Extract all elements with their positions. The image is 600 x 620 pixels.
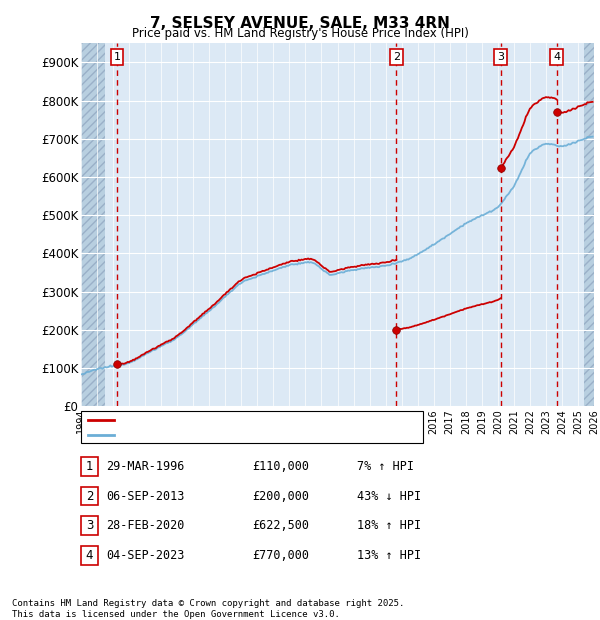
Text: £622,500: £622,500	[252, 520, 309, 532]
Text: 29-MAR-1996: 29-MAR-1996	[106, 460, 185, 472]
Text: 13% ↑ HPI: 13% ↑ HPI	[357, 549, 421, 562]
Text: 1: 1	[113, 51, 121, 62]
Text: 1: 1	[86, 460, 93, 472]
Bar	[584, 43, 594, 406]
Text: Contains HM Land Registry data © Crown copyright and database right 2025.: Contains HM Land Registry data © Crown c…	[12, 599, 404, 608]
Text: 7% ↑ HPI: 7% ↑ HPI	[357, 460, 414, 472]
Text: 43% ↓ HPI: 43% ↓ HPI	[357, 490, 421, 502]
Text: 06-SEP-2013: 06-SEP-2013	[106, 490, 185, 502]
Text: 7, SELSEY AVENUE, SALE, M33 4RN: 7, SELSEY AVENUE, SALE, M33 4RN	[150, 16, 450, 30]
Text: 4: 4	[86, 549, 93, 562]
Text: This data is licensed under the Open Government Licence v3.0.: This data is licensed under the Open Gov…	[12, 610, 340, 619]
Text: 2: 2	[393, 51, 400, 62]
Text: 3: 3	[497, 51, 504, 62]
Text: £110,000: £110,000	[252, 460, 309, 472]
Text: HPI: Average price, detached house, Trafford: HPI: Average price, detached house, Traf…	[119, 430, 363, 440]
Text: 3: 3	[86, 520, 93, 532]
Text: 18% ↑ HPI: 18% ↑ HPI	[357, 520, 421, 532]
Text: Price paid vs. HM Land Registry's House Price Index (HPI): Price paid vs. HM Land Registry's House …	[131, 27, 469, 40]
Text: 7, SELSEY AVENUE, SALE, M33 4RN (detached house): 7, SELSEY AVENUE, SALE, M33 4RN (detache…	[119, 415, 412, 425]
Bar	[81, 43, 105, 406]
Text: 4: 4	[553, 51, 560, 62]
Text: 28-FEB-2020: 28-FEB-2020	[106, 520, 185, 532]
Bar	[81, 43, 105, 406]
Text: 04-SEP-2023: 04-SEP-2023	[106, 549, 185, 562]
Bar	[584, 43, 594, 406]
Text: £200,000: £200,000	[252, 490, 309, 502]
Text: £770,000: £770,000	[252, 549, 309, 562]
Text: 2: 2	[86, 490, 93, 502]
